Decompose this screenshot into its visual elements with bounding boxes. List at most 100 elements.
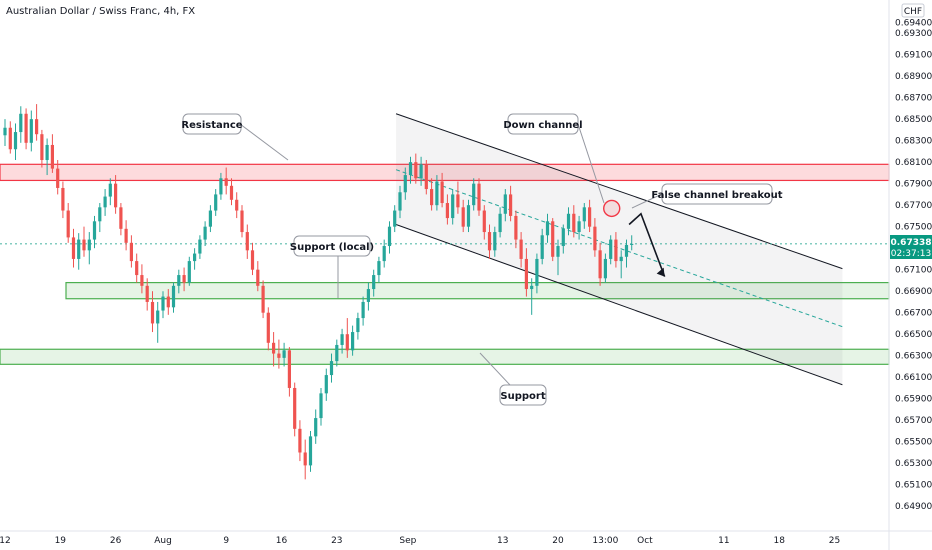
candle: [250, 242, 255, 276]
candle-body: [8, 127, 12, 150]
currency-label: CHF: [904, 7, 922, 17]
candle: [335, 339, 339, 367]
candle-body: [3, 127, 7, 136]
candle: [224, 167, 228, 195]
candle: [356, 312, 360, 340]
candle: [351, 325, 355, 356]
candle: [266, 307, 270, 351]
candle: [182, 267, 186, 292]
candle-body: [208, 210, 212, 227]
channel-lower-line[interactable]: [395, 224, 843, 386]
price-tick-label: 0.64900: [895, 502, 932, 512]
callout-text: Down channel: [503, 120, 582, 131]
candle: [514, 210, 518, 249]
callout-3[interactable]: Down channel: [503, 113, 605, 204]
candle-body: [398, 192, 402, 211]
price-tick-label: 0.66700: [895, 309, 932, 319]
price-tick-label: 0.69100: [895, 51, 932, 61]
price-tick-label: 0.68900: [895, 72, 932, 82]
candle-body: [351, 332, 355, 351]
candle: [577, 215, 581, 240]
candle-body: [166, 296, 170, 308]
candle: [29, 110, 33, 152]
time-axis[interactable]: 12 19 26 Aug 9 16 23 Sep 13 20 13:00 Oct 11 18 25: [0, 536, 840, 546]
time-tick-label: 25: [829, 536, 840, 546]
candle: [414, 153, 418, 184]
candle: [24, 108, 28, 150]
callout-1[interactable]: Resistance: [181, 113, 289, 161]
candle: [229, 178, 234, 206]
candle: [208, 205, 212, 233]
candle: [82, 226, 86, 257]
candle-body: [487, 232, 492, 251]
candle: [187, 256, 191, 286]
candle: [461, 199, 465, 233]
candle: [593, 218, 597, 257]
candle-body: [577, 221, 581, 233]
candle: [71, 228, 76, 268]
chart-title: Australian Dollar / Swiss Franc, 4h, FX: [6, 6, 195, 17]
candle: [619, 250, 623, 279]
candle-body: [408, 162, 413, 176]
candle: [403, 167, 407, 200]
callout-box: [499, 384, 547, 406]
candle-body: [303, 452, 307, 466]
candle-body: [588, 207, 592, 227]
candle-body: [308, 436, 313, 466]
candle-body: [345, 334, 349, 351]
candle: [35, 104, 39, 141]
candle-body: [29, 119, 33, 143]
channel-upper-line[interactable]: [395, 113, 843, 270]
candle: [603, 253, 607, 283]
price-tick-label: 0.68300: [895, 137, 932, 147]
candle: [303, 439, 307, 480]
time-tick-label: 11: [718, 536, 729, 546]
candle-body: [314, 418, 318, 437]
callout-4[interactable]: False channel breakout: [631, 183, 783, 209]
candle-body: [498, 213, 502, 233]
candle: [398, 185, 402, 219]
channel-fill: [396, 113, 843, 385]
candle-body: [92, 221, 97, 240]
callout-box: [507, 113, 579, 135]
candle: [66, 203, 70, 243]
channel-mid-line: [395, 169, 843, 328]
candle: [366, 282, 370, 311]
candle-body: [630, 243, 634, 245]
candle: [345, 318, 349, 358]
candle: [308, 430, 313, 472]
candle-body: [82, 239, 86, 251]
price-tick-label: 0.66500: [895, 330, 932, 340]
candle: [630, 235, 634, 251]
candle-body: [214, 194, 218, 211]
currency-badge[interactable]: [901, 3, 925, 18]
callout-box: [661, 183, 773, 205]
candle: [624, 239, 629, 268]
callout-pointer: [239, 123, 289, 161]
candle-body: [129, 242, 133, 262]
candle: [456, 181, 460, 214]
candle-body: [250, 250, 255, 270]
candle-body: [161, 296, 165, 311]
candle: [329, 353, 334, 383]
candle-body: [424, 164, 428, 190]
candle: [287, 347, 291, 397]
candle-body: [66, 210, 70, 238]
projection-arrow: [628, 212, 666, 277]
candle: [408, 156, 413, 184]
time-tick-label: 19: [55, 536, 67, 546]
candle: [119, 203, 123, 236]
current-price: 0.67338: [891, 238, 932, 248]
candle-body: [324, 375, 328, 394]
candle-body: [361, 301, 365, 319]
callout-2[interactable]: Support (local): [290, 235, 374, 298]
callout-5[interactable]: Support: [479, 352, 547, 406]
candle: [261, 280, 265, 319]
candle-body: [156, 310, 160, 324]
candle: [87, 232, 91, 265]
price-axis[interactable]: 0.64900 0.65100 0.65300 0.65500 0.65700 0.659…: [895, 18, 932, 512]
candle-body: [340, 334, 344, 345]
candle: [77, 233, 81, 270]
